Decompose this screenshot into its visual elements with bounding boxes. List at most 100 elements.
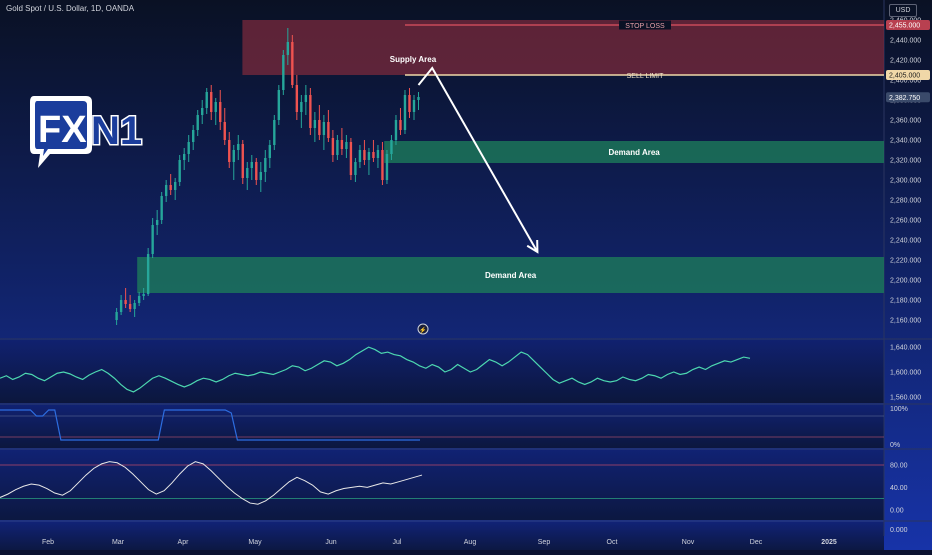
time-axis-label: May: [248, 539, 262, 546]
candle: [417, 92, 420, 110]
price-tick-label: 2,280.000: [890, 198, 921, 205]
candle: [115, 308, 118, 325]
stop_loss-label: STOP LOSS: [625, 23, 665, 30]
candle: [295, 75, 299, 120]
price-tick-label: 2,400.000: [890, 78, 921, 85]
candle: [394, 115, 398, 145]
candle: [246, 162, 249, 190]
candle-body: [182, 154, 186, 160]
price-tick-label: 2,440.000: [890, 38, 921, 45]
candle-body: [412, 100, 416, 112]
candle: [137, 292, 141, 306]
projection-arrowhead: [526, 239, 539, 254]
candle-body: [119, 300, 123, 312]
candle: [385, 150, 389, 184]
candle-body: [210, 92, 213, 112]
candle-body: [345, 142, 348, 149]
indicator1-tick-label: 1,600.000: [890, 370, 921, 377]
candle-body: [223, 122, 226, 140]
candle: [205, 88, 208, 114]
indicator-panel-1: [0, 340, 884, 403]
price-candles: [115, 28, 420, 325]
demand-zone-2: [137, 257, 884, 293]
candle: [354, 158, 357, 182]
candle-body: [246, 168, 249, 178]
indicator3-tick-label: 0.00: [890, 507, 904, 514]
candle-body: [318, 120, 321, 135]
candle: [372, 140, 375, 162]
candle: [214, 98, 217, 125]
candle-body: [214, 102, 217, 112]
candle: [349, 138, 353, 180]
lightning-icon: ⚡: [419, 326, 426, 334]
candle-body: [327, 122, 330, 138]
stop_loss-label-bg: [619, 20, 671, 30]
time-axis-label: Mar: [112, 539, 125, 546]
candle: [169, 174, 172, 195]
time-axis-label: Jul: [393, 539, 402, 546]
indicator3-tick-label: 80.00: [890, 463, 908, 470]
candle-body: [358, 150, 362, 162]
candle-body: [205, 92, 208, 108]
price-tick-label: 2,300.000: [890, 178, 921, 185]
candle: [277, 85, 281, 125]
candle: [363, 140, 366, 165]
candle: [228, 132, 231, 168]
candle: [160, 192, 163, 224]
candle-body: [192, 130, 195, 142]
time-axis-label: Oct: [607, 539, 618, 546]
candle-body: [115, 312, 118, 320]
candle: [390, 135, 393, 160]
candle: [282, 50, 285, 95]
candle-body: [250, 162, 253, 168]
candle: [340, 128, 344, 155]
price-tick-label: 2,360.000: [890, 118, 921, 125]
candle: [219, 90, 222, 130]
candle-body: [403, 95, 407, 130]
candle-body: [390, 140, 393, 154]
sell_limit-price-label: 2,405.000: [889, 73, 920, 80]
price-tick-label: 2,240.000: [890, 238, 921, 245]
candle: [164, 180, 168, 202]
currency-button[interactable]: USD: [889, 4, 917, 17]
candle-body: [268, 145, 272, 158]
candle: [322, 115, 326, 150]
price-tick-label: 2,320.000: [890, 158, 921, 165]
bottom-panel-tick-label: 0.000: [890, 527, 908, 534]
candle-body: [201, 108, 204, 115]
time-axis-label: Feb: [42, 539, 54, 546]
candle: [178, 155, 181, 186]
candle: [381, 142, 384, 185]
candle: [412, 95, 416, 120]
candle: [182, 148, 186, 170]
candle: [286, 28, 290, 65]
candle-body: [381, 150, 384, 180]
candle-body: [137, 296, 141, 303]
stop_loss-price-badge: [886, 20, 930, 30]
candle: [300, 95, 303, 128]
candle-body: [399, 120, 402, 130]
indicator3-tick-label: 40.00: [890, 485, 908, 492]
price-tick-label: 2,200.000: [890, 278, 921, 285]
sell_limit-price-badge: [886, 70, 930, 80]
candle-body: [354, 162, 357, 175]
candle-body: [228, 140, 231, 162]
candle: [128, 295, 132, 312]
candle: [273, 115, 276, 150]
indicator2-tick-label: 0%: [890, 442, 900, 449]
candle-body: [196, 115, 199, 130]
sell_limit-label: SELL LIMIT: [627, 73, 664, 80]
candle-body: [376, 150, 380, 158]
candle: [237, 135, 240, 160]
indicator1-line: [0, 346, 751, 393]
candle: [399, 108, 402, 135]
candle: [304, 85, 308, 115]
logo-text-right: N1: [91, 109, 142, 153]
fxn1-logo: FX N1: [30, 96, 144, 168]
candle: [201, 100, 204, 124]
candle: [358, 145, 362, 168]
price-tick-label: 2,180.000: [890, 298, 921, 305]
price-tick-label: 2,260.000: [890, 218, 921, 225]
